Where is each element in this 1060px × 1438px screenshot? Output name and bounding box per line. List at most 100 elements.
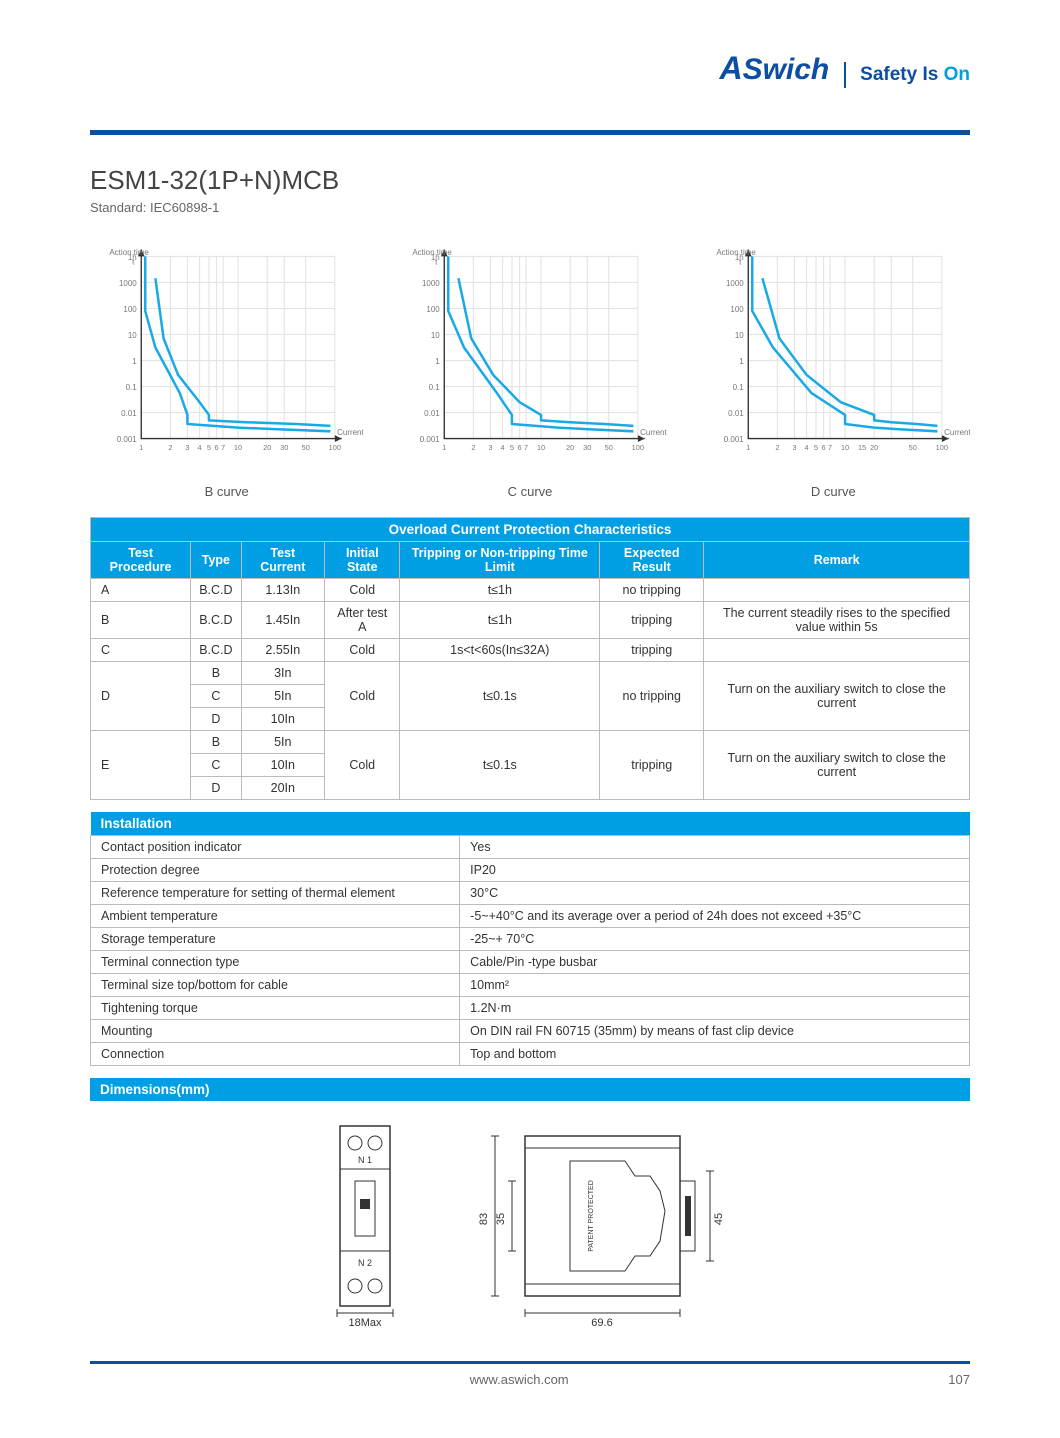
page-footer: www.aswich.com 107 (90, 1361, 970, 1387)
svg-text:6: 6 (518, 443, 522, 452)
dimensions-drawings: N 1 N 2 18Max PATENT PROTECTED (90, 1121, 970, 1331)
svg-text:2: 2 (775, 443, 779, 452)
protection-col-header: Test Current (241, 541, 325, 578)
svg-text:4: 4 (501, 443, 505, 452)
table-row: Storage temperature-25~+ 70°C (91, 927, 970, 950)
installation-table: Installation Contact position indicatorY… (90, 812, 970, 1066)
svg-text:100: 100 (123, 305, 137, 314)
dimensions-title: Dimensions(mm) (90, 1078, 970, 1101)
brand-header: ASwich Safety Is On (719, 50, 970, 88)
svg-text:3: 3 (792, 443, 796, 452)
svg-text:Current: Current (640, 428, 666, 437)
svg-text:0.01: 0.01 (425, 409, 441, 418)
svg-text:5: 5 (207, 443, 211, 452)
table-row: Terminal size top/bottom for cable10mm² (91, 973, 970, 996)
c-curve-caption: C curve (393, 484, 666, 499)
svg-text:1: 1 (443, 443, 447, 452)
svg-text:30: 30 (280, 443, 288, 452)
svg-text:PATENT PROTECTED: PATENT PROTECTED (588, 1180, 595, 1252)
installation-title: Installation (91, 812, 970, 836)
table-row: Ambient temperature-5~+40°C and its aver… (91, 904, 970, 927)
svg-text:1: 1 (139, 443, 143, 452)
svg-text:1: 1 (746, 443, 750, 452)
svg-text:15: 15 (858, 443, 866, 452)
curve-charts-row: 1h10001001010.10.010.0011234567102030501… (90, 245, 970, 499)
svg-text:30: 30 (583, 443, 591, 452)
svg-text:45: 45 (713, 1213, 725, 1225)
svg-text:1: 1 (436, 357, 441, 366)
svg-text:Action time: Action time (716, 248, 756, 257)
table-row: Tightening torque1.2N·m (91, 996, 970, 1019)
page-number: 107 (948, 1372, 970, 1387)
svg-text:1: 1 (739, 357, 744, 366)
protection-col-header: Remark (704, 541, 970, 578)
svg-text:69.6: 69.6 (591, 1317, 612, 1329)
svg-text:6: 6 (215, 443, 219, 452)
svg-text:1000: 1000 (726, 279, 744, 288)
svg-text:50: 50 (302, 443, 310, 452)
svg-text:4: 4 (197, 443, 201, 452)
protection-table-section: Overload Current Protection Characterist… (90, 517, 970, 800)
protection-col-header: Tripping or Non-tripping Time Limit (400, 541, 600, 578)
table-row: EB5InColdt≤0.1strippingTurn on the auxil… (91, 730, 970, 753)
b-curve-caption: B curve (90, 484, 363, 499)
protection-col-header: Initial State (325, 541, 400, 578)
svg-text:35: 35 (495, 1213, 507, 1225)
product-standard: Standard: IEC60898-1 (90, 200, 970, 215)
protection-col-header: Type (191, 541, 241, 578)
svg-text:Current: Current (337, 428, 363, 437)
svg-text:18Max: 18Max (348, 1317, 382, 1329)
b-curve-chart: 1h10001001010.10.010.0011234567102030501… (90, 245, 363, 473)
side-view-drawing: PATENT PROTECTED 83 35 45 69.6 (475, 1121, 735, 1331)
svg-text:50: 50 (908, 443, 916, 452)
svg-text:20: 20 (263, 443, 271, 452)
table-row: BB.C.D1.45InAfter test At≤1htrippingThe … (91, 601, 970, 638)
tagline: Safety Is On (860, 64, 970, 86)
table-row: DB3InColdt≤0.1sno trippingTurn on the au… (91, 661, 970, 684)
svg-text:0.01: 0.01 (728, 409, 744, 418)
table-row: MountingOn DIN rail FN 60715 (35mm) by m… (91, 1019, 970, 1042)
svg-text:10: 10 (841, 443, 849, 452)
svg-text:N 1: N 1 (358, 1155, 372, 1165)
svg-text:10: 10 (234, 443, 242, 452)
table-row: Contact position indicatorYes (91, 835, 970, 858)
svg-text:50: 50 (605, 443, 613, 452)
svg-text:2: 2 (472, 443, 476, 452)
svg-text:3: 3 (489, 443, 493, 452)
svg-text:100: 100 (632, 443, 644, 452)
table-row: Reference temperature for setting of the… (91, 881, 970, 904)
table-row: Terminal connection typeCable/Pin -type … (91, 950, 970, 973)
svg-text:0.001: 0.001 (420, 435, 441, 444)
protection-table: Overload Current Protection Characterist… (90, 517, 970, 800)
svg-text:N 2: N 2 (358, 1258, 372, 1268)
svg-text:0.001: 0.001 (117, 435, 138, 444)
svg-text:10: 10 (431, 331, 440, 340)
svg-text:7: 7 (221, 443, 225, 452)
svg-text:100: 100 (427, 305, 441, 314)
svg-text:20: 20 (870, 443, 878, 452)
svg-text:0.1: 0.1 (126, 383, 138, 392)
svg-text:1000: 1000 (422, 279, 440, 288)
table-row: AB.C.D1.13InColdt≤1hno tripping (91, 578, 970, 601)
svg-text:6: 6 (821, 443, 825, 452)
svg-text:100: 100 (730, 305, 744, 314)
svg-text:7: 7 (524, 443, 528, 452)
svg-text:0.01: 0.01 (121, 409, 137, 418)
footer-url: www.aswich.com (90, 1372, 948, 1387)
d-curve-caption: D curve (697, 484, 970, 499)
svg-text:5: 5 (510, 443, 514, 452)
svg-text:20: 20 (566, 443, 574, 452)
logo-text: ASwich (719, 50, 829, 87)
table-row: CB.C.D2.55InCold1s<t<60s(In≤32A)tripping (91, 638, 970, 661)
protection-table-title: Overload Current Protection Characterist… (91, 517, 970, 541)
svg-text:Action time: Action time (413, 248, 453, 257)
svg-text:10: 10 (537, 443, 545, 452)
svg-text:1: 1 (132, 357, 137, 366)
d-curve-chart: 1h10001001010.10.010.0011234567101520501… (697, 245, 970, 473)
svg-text:0.1: 0.1 (732, 383, 744, 392)
svg-text:100: 100 (935, 443, 947, 452)
svg-text:Current: Current (944, 428, 970, 437)
svg-text:5: 5 (814, 443, 818, 452)
table-row: Protection degreeIP20 (91, 858, 970, 881)
protection-col-header: Expected Result (600, 541, 704, 578)
